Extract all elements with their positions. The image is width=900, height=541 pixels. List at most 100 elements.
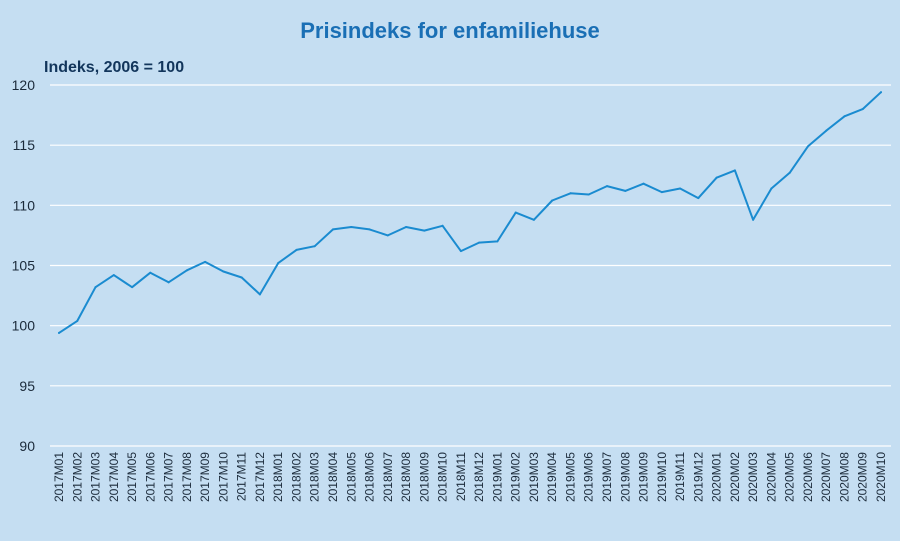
x-tick-label: 2020M09 <box>856 452 870 502</box>
x-tick-label: 2020M03 <box>746 452 760 502</box>
data-point <box>167 281 170 284</box>
data-point <box>606 185 608 188</box>
x-tick-label: 2018M07 <box>381 452 395 502</box>
data-point <box>715 176 718 179</box>
x-axis-ticks: 2017M01 2017M02 2017M03 2017M04 2017M05 2017M… <box>52 452 888 502</box>
data-point <box>240 276 243 279</box>
x-tick-label: 2017M02 <box>70 452 84 502</box>
data-point <box>770 187 773 190</box>
data-point <box>806 145 809 148</box>
data-point <box>569 192 572 195</box>
data-point <box>441 224 444 227</box>
data-point <box>277 262 280 265</box>
data-point <box>76 319 79 322</box>
data-point <box>843 115 846 118</box>
x-tick-label: 2019M08 <box>618 452 632 502</box>
data-point <box>332 228 334 231</box>
x-tick-label: 2017M07 <box>162 452 176 502</box>
x-tick-label: 2018M05 <box>344 452 358 502</box>
data-point <box>679 187 682 190</box>
y-tick-label: 90 <box>19 438 35 454</box>
x-tick-label: 2019M06 <box>582 452 596 502</box>
y-tick-label: 105 <box>12 258 36 274</box>
data-point <box>185 269 188 272</box>
series-layer <box>58 91 882 334</box>
x-tick-label: 2020M02 <box>728 452 742 502</box>
data-point <box>478 241 481 244</box>
data-point <box>532 218 535 221</box>
data-point <box>405 225 408 228</box>
x-tick-label: 2017M12 <box>253 452 267 502</box>
x-tick-label: 2019M05 <box>563 452 577 502</box>
y-tick-label: 95 <box>19 378 35 394</box>
x-tick-label: 2019M02 <box>509 452 523 502</box>
x-tick-label: 2017M10 <box>216 452 230 502</box>
data-point <box>697 197 700 200</box>
y-axis-ticks: 90 95 100 105 110 115 120 <box>12 77 36 454</box>
x-tick-label: 2020M01 <box>710 452 724 502</box>
x-tick-label: 2018M12 <box>472 452 486 502</box>
data-point <box>149 271 152 274</box>
x-tick-label: 2020M08 <box>837 452 851 502</box>
x-tick-label: 2018M08 <box>399 452 413 502</box>
x-tick-label: 2018M10 <box>436 452 450 502</box>
data-point <box>624 189 627 192</box>
x-tick-label: 2018M04 <box>326 452 340 502</box>
data-point <box>459 250 462 253</box>
x-tick-label: 2018M03 <box>308 452 322 502</box>
data-point <box>386 234 389 237</box>
x-tick-label: 2017M06 <box>143 452 157 502</box>
data-point <box>660 191 663 194</box>
y-tick-label: 120 <box>12 77 36 93</box>
x-tick-label: 2017M05 <box>125 452 139 502</box>
data-point <box>258 293 261 296</box>
data-point <box>642 182 645 185</box>
x-tick-label: 2019M07 <box>600 452 614 502</box>
x-tick-label: 2020M04 <box>764 452 778 502</box>
x-tick-label: 2017M09 <box>198 452 212 502</box>
x-tick-label: 2020M07 <box>819 452 833 502</box>
data-point <box>880 91 882 94</box>
data-point <box>788 171 791 174</box>
data-point <box>131 286 134 289</box>
data-point <box>313 245 316 248</box>
x-tick-label: 2019M10 <box>655 452 669 502</box>
y-axis-label: Indeks, 2006 = 100 <box>44 59 184 76</box>
x-tick-label: 2018M09 <box>417 452 431 502</box>
x-tick-label: 2019M11 <box>673 452 687 501</box>
data-point <box>222 270 225 273</box>
series-line-0 <box>58 91 882 334</box>
data-point <box>204 260 207 263</box>
data-point <box>825 129 828 132</box>
y-tick-label: 115 <box>13 137 36 153</box>
gridlines <box>50 84 891 447</box>
x-tick-label: 2017M03 <box>89 452 103 502</box>
x-tick-label: 2018M11 <box>454 452 468 501</box>
x-tick-label: 2020M05 <box>783 452 797 502</box>
data-point <box>295 248 298 251</box>
x-tick-label: 2017M04 <box>107 452 121 502</box>
x-tick-label: 2017M01 <box>52 452 66 502</box>
x-tick-label: 2019M09 <box>637 452 651 502</box>
data-point <box>112 274 115 277</box>
data-point <box>368 228 371 231</box>
data-point <box>752 218 755 221</box>
x-tick-label: 2019M12 <box>691 452 705 502</box>
x-tick-label: 2019M04 <box>545 452 559 502</box>
data-point <box>423 229 426 232</box>
data-point <box>350 225 353 228</box>
x-tick-label: 2018M01 <box>271 452 285 502</box>
data-point <box>496 240 499 243</box>
y-tick-label: 100 <box>12 318 36 334</box>
chart-title: Prisindeks for enfamiliehuse <box>300 18 600 43</box>
x-tick-label: 2018M06 <box>363 452 377 502</box>
x-tick-label: 2019M01 <box>490 452 504 502</box>
x-tick-label: 2020M10 <box>874 452 888 502</box>
data-point <box>514 211 517 214</box>
y-tick-label: 110 <box>13 197 36 213</box>
data-point <box>551 199 554 202</box>
data-point <box>861 108 864 111</box>
x-tick-label: 2018M02 <box>289 452 303 502</box>
data-point <box>58 331 60 334</box>
